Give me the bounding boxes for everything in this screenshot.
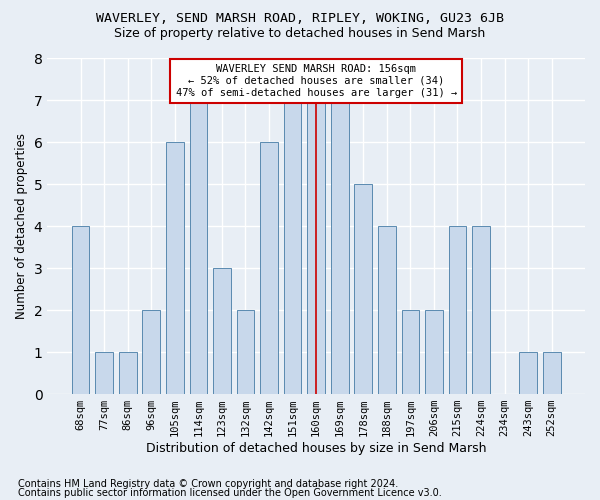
Y-axis label: Number of detached properties: Number of detached properties <box>15 133 28 319</box>
Text: Contains public sector information licensed under the Open Government Licence v3: Contains public sector information licen… <box>18 488 442 498</box>
Bar <box>260 142 278 394</box>
Text: Contains HM Land Registry data © Crown copyright and database right 2024.: Contains HM Land Registry data © Crown c… <box>18 479 398 489</box>
Bar <box>190 100 207 394</box>
Text: WAVERLEY SEND MARSH ROAD: 156sqm
← 52% of detached houses are smaller (34)
47% o: WAVERLEY SEND MARSH ROAD: 156sqm ← 52% o… <box>176 64 457 98</box>
Bar <box>543 352 560 394</box>
Bar <box>142 310 160 394</box>
Bar <box>213 268 231 394</box>
Bar <box>236 310 254 394</box>
Bar <box>401 310 419 394</box>
Bar <box>425 310 443 394</box>
Bar <box>449 226 466 394</box>
Bar <box>307 100 325 394</box>
X-axis label: Distribution of detached houses by size in Send Marsh: Distribution of detached houses by size … <box>146 442 487 455</box>
Bar <box>472 226 490 394</box>
Bar <box>331 100 349 394</box>
Bar <box>166 142 184 394</box>
Bar <box>378 226 395 394</box>
Bar <box>95 352 113 394</box>
Bar <box>284 100 301 394</box>
Bar <box>520 352 537 394</box>
Bar <box>119 352 137 394</box>
Text: Size of property relative to detached houses in Send Marsh: Size of property relative to detached ho… <box>115 28 485 40</box>
Bar <box>72 226 89 394</box>
Text: WAVERLEY, SEND MARSH ROAD, RIPLEY, WOKING, GU23 6JB: WAVERLEY, SEND MARSH ROAD, RIPLEY, WOKIN… <box>96 12 504 26</box>
Bar <box>355 184 372 394</box>
